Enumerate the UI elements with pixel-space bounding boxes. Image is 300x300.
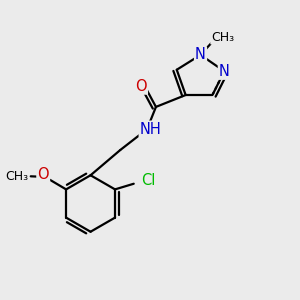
Text: CH₃: CH₃	[5, 170, 28, 183]
Text: Cl: Cl	[141, 173, 156, 188]
Text: N: N	[195, 47, 206, 62]
Text: NH: NH	[140, 122, 161, 137]
Text: O: O	[38, 167, 49, 182]
Text: O: O	[135, 79, 147, 94]
Text: CH₃: CH₃	[211, 31, 234, 44]
Text: N: N	[219, 64, 230, 79]
